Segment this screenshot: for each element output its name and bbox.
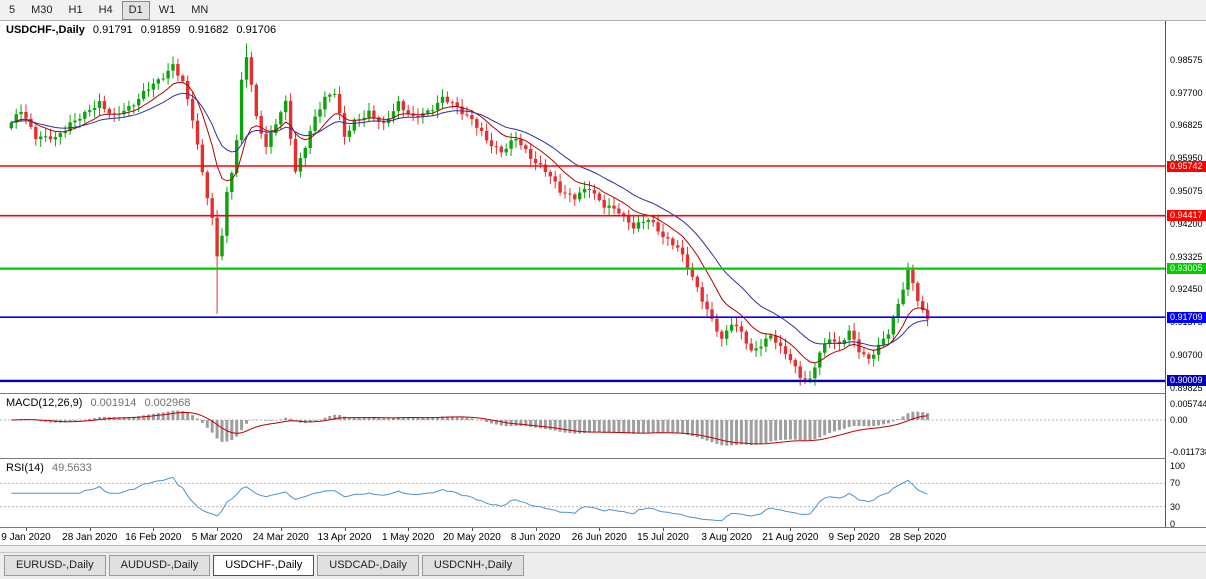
ohlc-close: 0.91706	[236, 24, 277, 36]
chart-tab-USDCAD-Daily[interactable]: USDCAD-,Daily	[317, 555, 419, 576]
rsi-label: RSI(14)	[6, 462, 44, 474]
macd-label: MACD(12,26,9)	[6, 397, 83, 409]
rsi-axis-label: 70	[1170, 478, 1181, 489]
time-axis-tick	[917, 528, 919, 531]
rsi-axis-label: 30	[1170, 501, 1181, 512]
ohlc-high: 0.91859	[140, 24, 181, 36]
time-axis-tick	[599, 528, 601, 531]
chart-header: USDCHF-,Daily 0.91791 0.91859 0.91682 0.…	[6, 24, 281, 36]
time-axis[interactable]: 9 Jan 2020 28 Jan 2020 16 Feb 2020 5 Mar 20…	[0, 528, 1206, 545]
timeframe-button-D1[interactable]: D1	[121, 0, 150, 20]
date-label: 15 Jul 2020	[637, 532, 689, 543]
date-label: 9 Jan 2020	[1, 532, 51, 543]
price-chart-canvas[interactable]	[0, 21, 1206, 393]
price-tag-0.95742: 0.95742	[1167, 160, 1206, 172]
macd-canvas[interactable]	[0, 394, 1206, 458]
timeframe-button-5[interactable]: 5	[9, 3, 16, 16]
date-label: 26 Jun 2020	[571, 532, 627, 543]
macd-header: MACD(12,26,9) 0.001914 0.002968	[6, 397, 195, 409]
timeframe-button-H4[interactable]: H4	[98, 3, 113, 16]
time-axis-tick	[408, 528, 410, 531]
rsi-axis-label: 100	[1170, 461, 1186, 471]
date-label: 16 Feb 2020	[125, 532, 182, 543]
chart-tab-AUDUSD-Daily[interactable]: AUDUSD-,Daily	[108, 555, 211, 576]
timeframe-button-H1[interactable]: H1	[68, 3, 83, 16]
ma-slow-line	[11, 92, 928, 347]
price-tag-0.90009: 0.90009	[1167, 375, 1206, 387]
timeframe-button-W1[interactable]: W1	[158, 3, 176, 16]
price-axis-label: 0.95950	[1170, 153, 1203, 164]
macd-panel[interactable]: MACD(12,26,9) 0.001914 0.002968	[0, 394, 1206, 459]
price-tag-0.91709: 0.91709	[1167, 311, 1206, 323]
timeframe-button-M30[interactable]: M30	[31, 3, 53, 16]
price-axis-label: 0.93325	[1170, 251, 1203, 262]
chart-tab-USDCHF-Daily[interactable]: USDCHF-,Daily	[213, 555, 315, 576]
price-axis-label: 0.96825	[1170, 120, 1203, 131]
time-axis-tick	[26, 528, 27, 531]
price-axis-label: 0.97700	[1170, 87, 1203, 98]
chart-tab-EURUSD-Daily[interactable]: EURUSD-,Daily	[4, 555, 106, 576]
price-chart-panel[interactable]: USDCHF-,Daily 0.91791 0.91859 0.91682 0.…	[0, 21, 1206, 394]
date-label: 20 May 2020	[442, 532, 501, 543]
time-axis-tick	[854, 528, 856, 531]
price-axis-label: 0.95075	[1170, 186, 1203, 196]
rsi-axis-label: 0	[1170, 519, 1176, 529]
chart-title: USDCHF-,Daily	[6, 24, 85, 36]
ohlc-open: 0.91791	[92, 24, 133, 36]
date-label: 28 Jan 2020	[62, 532, 118, 543]
date-label: 21 Aug 2020	[762, 532, 819, 543]
ma-fast-line	[11, 81, 928, 364]
price-axis-label: 0.89825	[1170, 382, 1203, 393]
time-axis-tick	[790, 528, 792, 531]
macd-value-signal: 0.002968	[144, 397, 191, 409]
rsi-header: RSI(14) 49.5633	[6, 462, 97, 474]
date-label: 3 Aug 2020	[701, 532, 752, 543]
timeframe-button-MN[interactable]: MN	[191, 3, 209, 16]
price-axis[interactable]: 0.98575 0.97700 0.96825 0.95950 0.95075 0.942…	[1166, 21, 1206, 529]
date-label: 28 Sep 2020	[889, 532, 947, 543]
price-axis-label: 0.98575	[1170, 54, 1203, 65]
macd-axis-label: -0.011738	[1170, 447, 1206, 458]
macd-value-main: 0.001914	[90, 397, 137, 409]
rsi-line	[11, 476, 928, 522]
macd-axis-label: 0.005744	[1170, 399, 1206, 410]
time-axis-tick	[663, 528, 664, 531]
time-axis-tick	[726, 528, 728, 531]
chart-tabbar: EURUSD-,Daily AUDUSD-,Daily USDCHF-,Daily U…	[0, 552, 1206, 579]
date-label: 9 Sep 2020	[828, 532, 880, 543]
price-axis-label: 0.94200	[1170, 218, 1203, 229]
date-label: 8 Jun 2020	[510, 532, 561, 543]
rsi-panel[interactable]: RSI(14) 49.5633	[0, 459, 1206, 528]
statusbar-strip	[0, 545, 1206, 552]
rsi-value: 49.5633	[51, 462, 92, 474]
rsi-canvas[interactable]	[0, 459, 1206, 527]
macd-axis-label: 0.00	[1170, 415, 1188, 425]
ohlc-low: 0.91682	[188, 24, 229, 36]
price-axis-label: 0.92450	[1170, 284, 1203, 295]
macd-signal-line	[11, 412, 928, 445]
time-axis-tick	[153, 528, 155, 531]
price-tag-0.93005: 0.93005	[1167, 263, 1206, 275]
time-axis-tick	[535, 528, 537, 531]
date-label: 13 Apr 2020	[317, 532, 372, 543]
date-label: 24 Mar 2020	[252, 532, 309, 543]
price-axis-label: 0.90700	[1170, 350, 1203, 360]
price-tag-0.94417: 0.94417	[1167, 210, 1206, 222]
time-axis-tick	[344, 528, 346, 531]
time-axis-tick	[471, 528, 473, 531]
date-label: 1 May 2020	[382, 532, 435, 543]
time-axis-tick	[280, 528, 282, 531]
date-label: 5 Mar 2020	[191, 532, 243, 543]
chart-tab-USDCNH-Daily[interactable]: USDCNH-,Daily	[421, 555, 525, 576]
time-axis-tick	[217, 528, 219, 531]
time-axis-tick	[89, 528, 91, 531]
timeframe-toolbar: 5 M30 H1 H4 D1 W1 MN	[0, 0, 1206, 21]
